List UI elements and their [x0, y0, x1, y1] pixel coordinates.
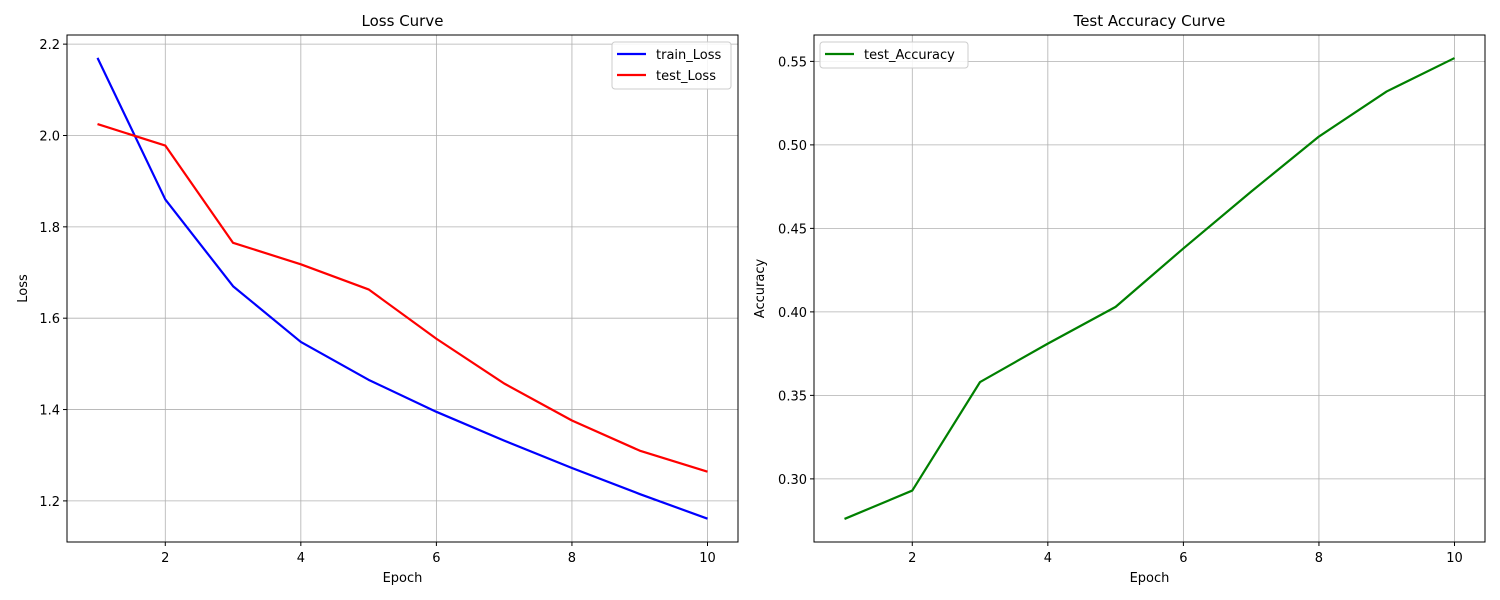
legend-label: test_Accuracy [864, 48, 955, 63]
x-tick-label: 4 [1044, 551, 1052, 566]
series-line-test_Loss [97, 123, 708, 473]
series-line-train_Loss [96, 57, 708, 520]
y-axis-label: Loss [16, 274, 31, 303]
x-axis-label: Epoch [1130, 571, 1170, 586]
legend-label: train_Loss [656, 48, 722, 63]
y-tick-label: 0.45 [778, 222, 807, 237]
series-line-test_Accuracy [844, 57, 1455, 520]
y-tick-label: 0.40 [778, 306, 807, 321]
y-tick-label: 0.30 [778, 473, 807, 488]
x-tick-label: 6 [432, 551, 440, 566]
chart-2: 2 4 6 8 10 0.30 0.35 0.40 0.45 0.50 0.55 Test Accur… [753, 12, 1486, 586]
chart-title: Loss Curve [362, 12, 444, 30]
chart-title: Test Accuracy Curve [1073, 12, 1226, 30]
y-tick-label: 0.50 [778, 139, 807, 154]
x-tick-label: 10 [1446, 551, 1463, 566]
x-tick-label: 2 [161, 551, 169, 566]
y-axis-label: Accuracy [753, 259, 768, 319]
y-tick-label: 2.0 [39, 129, 60, 144]
plot-frame [813, 34, 1486, 543]
x-tick-label: 10 [699, 551, 716, 566]
x-axis-label: Epoch [383, 571, 423, 586]
x-tick-label: 6 [1179, 551, 1187, 566]
x-tick-label: 8 [568, 551, 576, 566]
legend-box [819, 41, 969, 69]
chart-1: 2 4 6 8 10 1.2 1.4 1.6 1.8 2.0 2.2 Loss Curve Epoch L… [16, 12, 739, 586]
y-tick-label: 1.2 [39, 495, 60, 510]
y-tick-label: 0.35 [778, 389, 807, 404]
legend-label: test_Loss [656, 69, 716, 84]
legend: train_Loss test_Loss [611, 41, 732, 90]
y-tick-label: 1.8 [39, 221, 60, 236]
legend: test_Accuracy [819, 41, 969, 69]
x-tick-label: 2 [908, 551, 916, 566]
plot-frame [66, 34, 739, 543]
y-tick-label: 0.55 [778, 55, 807, 70]
y-tick-label: 1.4 [39, 404, 60, 419]
x-tick-label: 8 [1315, 551, 1323, 566]
x-tick-label: 4 [297, 551, 305, 566]
y-tick-label: 1.6 [39, 312, 60, 327]
y-tick-label: 2.2 [39, 38, 60, 53]
